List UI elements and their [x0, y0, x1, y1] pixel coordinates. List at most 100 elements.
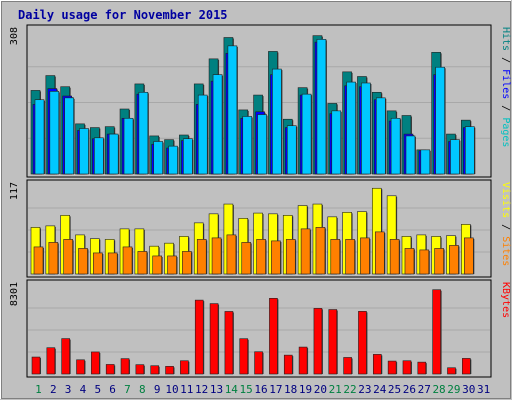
bar-pages-day-26 — [405, 135, 416, 175]
x-tick-label: 2 — [50, 383, 57, 396]
x-tick-label: 30 — [462, 383, 475, 396]
x-tick-label: 15 — [240, 383, 253, 396]
bar-sites-day-2 — [48, 242, 59, 275]
bar-pages-day-10 — [168, 145, 178, 175]
x-tick-label: 5 — [94, 383, 101, 396]
x-tick-label: 9 — [154, 383, 161, 396]
bar-kbytes-day-15 — [239, 338, 249, 375]
series-label-pages: Pages — [500, 117, 511, 147]
bar-sites-day-21 — [330, 239, 341, 275]
bar-sites-day-3 — [63, 239, 73, 275]
y-max-label: 8301 — [9, 282, 20, 306]
bar-sites-day-27 — [419, 249, 430, 275]
bar-kbytes-day-16 — [254, 351, 263, 375]
bar-kbytes-day-17 — [269, 298, 278, 375]
bar-kbytes-day-1 — [31, 356, 41, 375]
x-tick-label: 13 — [210, 383, 223, 396]
bar-kbytes-day-3 — [61, 338, 70, 375]
bar-kbytes-day-2 — [46, 347, 56, 375]
bar-kbytes-day-18 — [283, 354, 293, 375]
bar-kbytes-day-14 — [224, 311, 234, 375]
x-tick-label: 27 — [418, 383, 431, 396]
bar-pages-day-18 — [286, 125, 297, 175]
x-tick-label: 20 — [314, 383, 327, 396]
bar-kbytes-day-8 — [135, 364, 145, 375]
label-separator: / — [500, 99, 511, 117]
x-tick-label: 4 — [80, 383, 87, 396]
bar-sites-day-19 — [300, 228, 311, 275]
bar-pages-day-22 — [346, 81, 356, 175]
bar-pages-day-16 — [257, 114, 267, 175]
bar-kbytes-day-21 — [328, 309, 338, 375]
y-max-label: 308 — [9, 27, 20, 45]
series-label-hits: Hits — [500, 27, 511, 51]
bar-kbytes-day-27 — [417, 361, 427, 375]
x-tick-label: 29 — [447, 383, 460, 396]
bar-pages-day-29 — [450, 139, 460, 175]
bar-sites-day-8 — [137, 251, 148, 275]
bar-pages-day-21 — [331, 110, 342, 175]
bar-sites-day-4 — [78, 248, 88, 275]
x-tick-label: 23 — [358, 383, 371, 396]
series-label-files: Files — [500, 69, 511, 99]
x-tick-label: 1 — [35, 383, 42, 396]
bar-pages-day-4 — [79, 128, 89, 175]
bar-pages-day-19 — [301, 93, 312, 175]
bar-pages-day-24 — [375, 97, 386, 175]
bar-kbytes-day-30 — [462, 358, 471, 375]
bar-sites-day-25 — [389, 239, 400, 275]
bar-kbytes-day-25 — [387, 360, 397, 375]
panel-kbytes: 8301 KBytes — [9, 279, 511, 378]
bar-sites-day-16 — [256, 239, 266, 275]
bar-pages-day-7 — [123, 117, 134, 175]
x-tick-label: 25 — [388, 383, 401, 396]
label-separator: / — [500, 51, 511, 69]
bar-pages-day-23 — [361, 82, 371, 175]
bar-kbytes-day-19 — [298, 346, 308, 375]
bar-kbytes-day-26 — [402, 360, 412, 375]
bar-kbytes-day-22 — [343, 357, 352, 375]
bar-sites-day-1 — [33, 246, 44, 275]
bar-kbytes-day-6 — [105, 364, 115, 375]
bar-kbytes-day-10 — [165, 366, 174, 375]
x-tick-label: 11 — [180, 383, 193, 396]
x-tick-label: 6 — [109, 383, 116, 396]
bar-pages-day-27 — [420, 149, 431, 175]
bar-sites-day-14 — [226, 234, 237, 275]
bar-sites-day-5 — [93, 252, 103, 275]
x-tick-label: 22 — [343, 383, 356, 396]
bar-sites-day-22 — [345, 239, 355, 275]
bar-sites-day-17 — [271, 240, 281, 275]
x-tick-label: 12 — [195, 383, 208, 396]
bar-kbytes-day-29 — [447, 367, 456, 375]
panel-pages-files-hits: 308 Hits / Files / Pages — [9, 24, 511, 178]
x-axis-labels: 1 2 3 4 5 6 7 8 9 10 11 12 13 14 15 16 17 18 19 20 21 22 23 24 2… — [35, 383, 490, 396]
x-tick-label: 31 — [477, 383, 490, 396]
series-label-sites: Sites — [500, 236, 511, 266]
bar-pages-day-11 — [183, 138, 193, 175]
bar-kbytes-day-11 — [180, 360, 189, 375]
bar-kbytes-day-28 — [432, 289, 441, 375]
bar-sites-day-6 — [107, 252, 118, 275]
x-tick-label: 26 — [403, 383, 416, 396]
bar-pages-day-8 — [138, 91, 149, 175]
bar-pages-day-28 — [435, 66, 445, 175]
x-tick-label: 21 — [329, 383, 342, 396]
x-tick-label: 7 — [124, 383, 131, 396]
bar-kbytes-day-7 — [120, 358, 130, 375]
bar-sites-day-28 — [434, 248, 444, 275]
x-tick-label: 24 — [373, 383, 387, 396]
bar-kbytes-day-4 — [76, 359, 85, 375]
label-separator: / — [500, 218, 511, 236]
x-tick-label: 8 — [139, 383, 146, 396]
x-tick-label: 28 — [432, 383, 445, 396]
bar-sites-day-13 — [211, 237, 222, 275]
panel-sites-visits: 117 Visits / Sites — [9, 179, 511, 278]
series-axis-label: Visits / Sites — [500, 182, 511, 266]
x-tick-label: 14 — [225, 383, 239, 396]
bar-sites-day-7 — [122, 246, 133, 275]
x-tick-label: 19 — [299, 383, 312, 396]
bar-sites-day-23 — [360, 237, 370, 275]
